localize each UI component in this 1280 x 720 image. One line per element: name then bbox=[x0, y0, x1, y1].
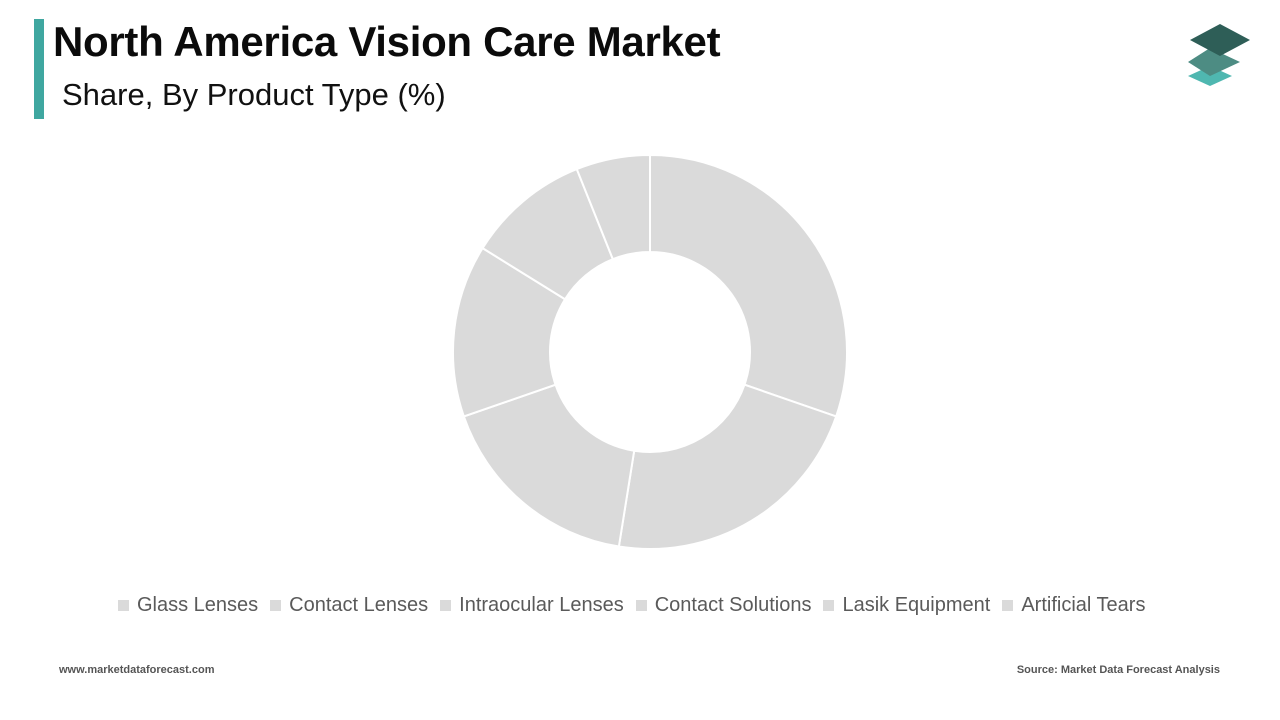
legend-swatch bbox=[1002, 600, 1014, 611]
page-subtitle: Share, By Product Type (%) bbox=[62, 77, 446, 112]
legend-item-intraocular-lenses: Intraocular Lenses bbox=[440, 594, 624, 617]
legend-label: Contact Solutions bbox=[654, 594, 812, 616]
legend-item-artificial-tears: Artificial Tears bbox=[1002, 594, 1145, 617]
chart-legend: Glass Lenses Contact Lenses Intraocular Le… bbox=[118, 594, 1157, 617]
logo-layer-middle bbox=[1188, 48, 1240, 76]
legend-label: Contact Lenses bbox=[289, 594, 429, 616]
legend-item-contact-lenses: Contact Lenses bbox=[270, 594, 428, 617]
legend-label: Lasik Equipment bbox=[842, 594, 991, 616]
legend-label: Glass Lenses bbox=[137, 594, 259, 616]
legend-item-glass-lenses: Glass Lenses bbox=[118, 594, 258, 617]
stacked-layers-icon bbox=[1188, 24, 1250, 86]
legend-item-contact-solutions: Contact Solutions bbox=[635, 594, 812, 617]
legend-swatch bbox=[440, 600, 452, 611]
source-note: Source: Market Data Forecast Analysis bbox=[1016, 664, 1220, 676]
donut-slices bbox=[452, 153, 848, 550]
legend-label: Intraocular Lenses bbox=[459, 594, 624, 616]
legend-swatch bbox=[635, 600, 647, 611]
title-accent-bar bbox=[34, 19, 44, 119]
legend-swatch bbox=[270, 600, 282, 611]
slice-intraocular-lenses bbox=[462, 383, 636, 548]
legend-swatch bbox=[118, 600, 129, 611]
slice-artificial-tears bbox=[575, 153, 651, 261]
legend-item-lasik-equipment: Lasik Equipment bbox=[823, 594, 990, 617]
legend-swatch bbox=[823, 600, 835, 611]
website-url: www.marketdataforecast.com bbox=[59, 664, 215, 676]
slice-contact-lenses bbox=[617, 383, 838, 550]
logo-layer-top bbox=[1190, 24, 1250, 56]
page-title: North America Vision Care Market bbox=[53, 18, 721, 65]
slice-glass-lenses bbox=[649, 153, 848, 418]
legend-label: Artificial Tears bbox=[1021, 594, 1146, 616]
